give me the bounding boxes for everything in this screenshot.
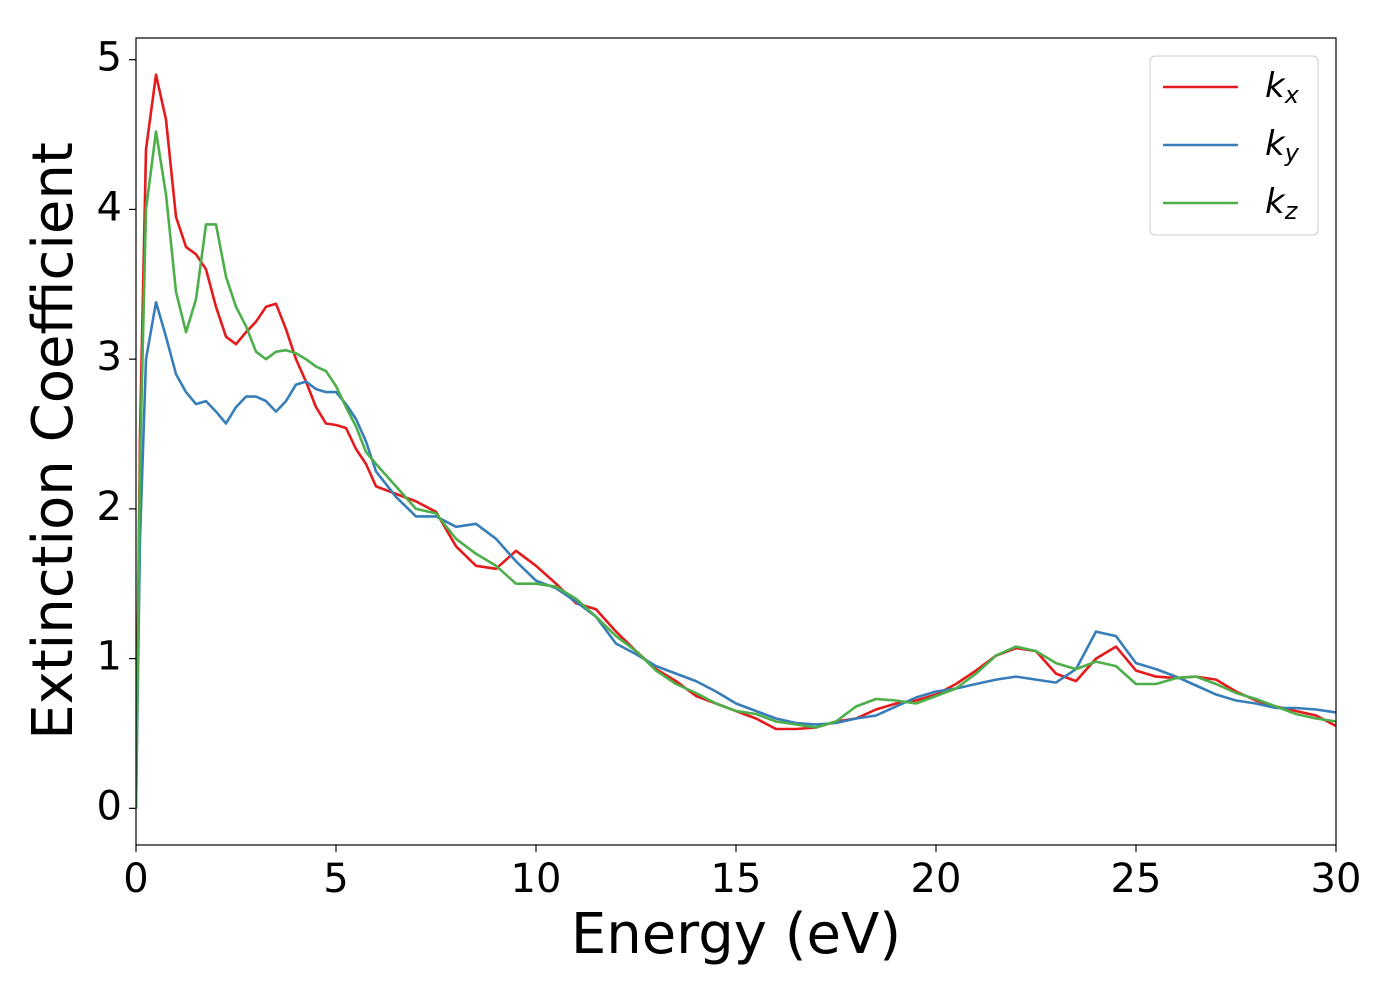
x-tick-label: 15 — [711, 856, 762, 902]
legend-label: kx — [1265, 66, 1300, 110]
plot-frame — [135, 37, 1337, 846]
y-tick-label: 1 — [97, 634, 122, 680]
x-tick-label: 0 — [123, 856, 148, 902]
y-tick-label: 4 — [97, 184, 122, 230]
y-tick-label: 0 — [97, 783, 122, 829]
x-tick-label: 20 — [911, 856, 962, 902]
legend: kx ky kz — [1149, 55, 1319, 236]
line-series — [136, 301, 1336, 809]
legend-label: ky — [1265, 124, 1300, 168]
x-tick-label: 10 — [511, 856, 562, 902]
y-tick-label: 5 — [97, 35, 122, 81]
x-tick-label: 5 — [323, 856, 348, 902]
y-tick-label: 2 — [97, 484, 122, 530]
x-tick-label: 30 — [1311, 856, 1362, 902]
y-tick-label: 3 — [97, 334, 122, 380]
line-series — [136, 130, 1336, 809]
legend-label: kz — [1265, 182, 1299, 226]
y-axis-label: Extinction Coefficient — [21, 142, 86, 740]
x-tick-label: 25 — [1111, 856, 1162, 902]
x-axis-label: Energy (eV) — [571, 902, 901, 967]
